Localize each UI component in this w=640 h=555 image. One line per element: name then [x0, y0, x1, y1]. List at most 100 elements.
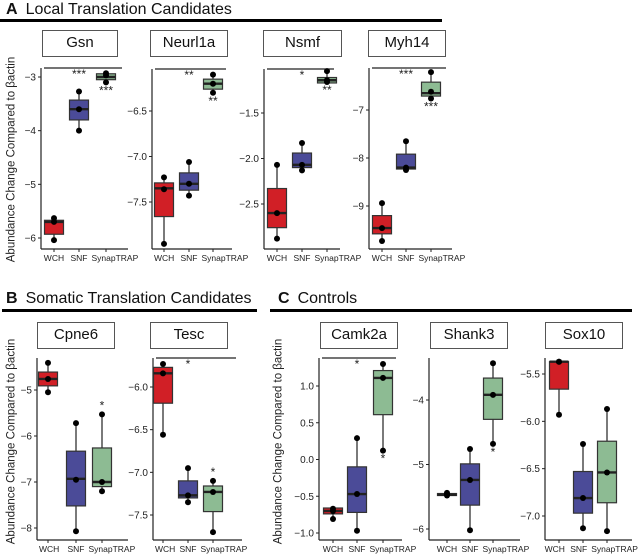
box-snf: [459, 446, 481, 534]
x-tick-label: SNF: [181, 253, 198, 263]
x-tick-label: SynapTRAP: [370, 544, 417, 554]
box: [482, 377, 504, 420]
x-tick-label: WCH: [545, 544, 565, 554]
section-letter: B: [6, 290, 18, 307]
y-tick-label: −7.0: [128, 468, 148, 479]
y-tick-label: −6.0: [128, 383, 148, 394]
data-point: [330, 507, 336, 514]
data-point: [380, 374, 386, 381]
data-point: [160, 431, 166, 438]
significance-stars: *: [300, 68, 305, 82]
x-tick-label: SynapTRAP: [202, 253, 249, 263]
data-point: [580, 525, 586, 532]
data-point: [428, 88, 434, 95]
facet-strip-gsn: Gsn: [42, 30, 118, 57]
data-point: [210, 71, 216, 78]
data-point: [379, 225, 385, 232]
y-tick-label: −5.5: [520, 370, 540, 381]
x-tick-label: SynapTRAP: [315, 253, 362, 263]
y-tick-label: −2.5: [239, 200, 259, 211]
data-point: [604, 528, 610, 535]
box-snf: ***: [68, 67, 90, 134]
facet-strip-shank3: Shank3: [430, 322, 508, 349]
y-tick-label: 0.0: [300, 455, 314, 466]
x-tick-label: SynapTRAP: [483, 544, 530, 554]
box: [371, 215, 393, 235]
data-point: [403, 167, 409, 173]
box-synaptrap: *: [91, 398, 113, 495]
panel-tesc: −6.0 −6.5 −7.0 −7.5 WCH SNF SynapTRAP * *: [128, 357, 247, 554]
data-point: [161, 186, 167, 193]
data-point: [403, 138, 409, 145]
y-tick-label: −8: [353, 154, 365, 165]
data-point: [186, 180, 192, 187]
facet-strip-myh14: Myh14: [368, 30, 446, 57]
box-synaptrap: ***: [95, 70, 117, 97]
y-tick-label: −6: [413, 525, 425, 536]
y-tick-label: −6.5: [127, 107, 147, 118]
data-point: [324, 79, 330, 86]
box: [266, 187, 288, 229]
box-wch: [37, 359, 59, 396]
significance-stars: ***: [72, 67, 86, 81]
panel-gsn: −3 −4 −5 −6 WCH SNF SynapTRAP *** ***: [25, 67, 139, 263]
data-point: [380, 360, 386, 367]
y-tick-label: −3: [25, 73, 37, 84]
data-point: [490, 391, 496, 398]
data-point: [299, 140, 305, 147]
box-synaptrap: [596, 406, 618, 535]
significance-stars: *: [355, 357, 360, 371]
data-point: [467, 446, 473, 453]
box-snf: *: [291, 68, 313, 174]
y-tick-label: −4: [413, 396, 425, 407]
data-point: [274, 235, 280, 242]
data-point: [99, 479, 105, 485]
x-tick-label: WCH: [154, 253, 174, 263]
x-tick-label: WCH: [39, 544, 59, 554]
box-wch: [371, 200, 393, 245]
data-point: [380, 447, 386, 454]
box-wch: [436, 489, 458, 499]
significance-stars: **: [322, 83, 332, 97]
data-point: [76, 88, 82, 95]
box-wch: [152, 360, 174, 438]
box-synaptrap: **: [202, 71, 224, 108]
data-point: [73, 476, 79, 483]
data-point: [45, 389, 51, 396]
data-point: [379, 200, 385, 207]
data-point: [490, 360, 496, 367]
significance-stars: *: [186, 357, 191, 371]
x-tick-label: SNF: [180, 544, 197, 554]
box: [91, 447, 113, 488]
data-point: [186, 158, 192, 165]
panel-cpne6: −5 −6 −7 −8 WCH SNF SynapTRAP *: [21, 358, 136, 554]
data-point: [467, 527, 473, 534]
box: [346, 466, 368, 514]
data-point: [379, 238, 385, 245]
box-snf: [572, 441, 594, 532]
significance-stars: **: [184, 68, 194, 82]
data-point: [428, 95, 434, 102]
data-point: [604, 469, 610, 476]
box-wch: [43, 215, 65, 244]
x-tick-label: SNF: [349, 544, 366, 554]
data-point: [210, 529, 216, 536]
y-tick-label: −0.5: [294, 492, 314, 503]
box-snf: *: [346, 357, 368, 534]
y-tick-label: −7: [353, 106, 365, 117]
box: [459, 463, 481, 506]
significance-stars: ***: [99, 83, 113, 97]
facet-strip-sox10: Sox10: [545, 322, 623, 349]
box-synaptrap: *: [372, 360, 394, 466]
data-point: [185, 492, 191, 499]
facet-strip-nsmf: Nsmf: [263, 30, 342, 57]
data-point: [103, 79, 109, 86]
data-point: [160, 370, 166, 377]
data-point: [580, 441, 586, 448]
data-point: [556, 358, 562, 365]
y-tick-label: 0.5: [300, 418, 314, 429]
data-point: [354, 435, 360, 442]
y-tick-label: −2.0: [239, 154, 259, 165]
section-b-title: B Somatic Translation Candidates: [6, 290, 251, 308]
data-point: [299, 167, 305, 174]
